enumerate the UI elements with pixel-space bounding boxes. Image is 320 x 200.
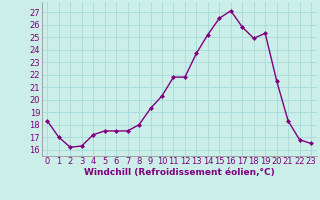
X-axis label: Windchill (Refroidissement éolien,°C): Windchill (Refroidissement éolien,°C)	[84, 168, 275, 177]
